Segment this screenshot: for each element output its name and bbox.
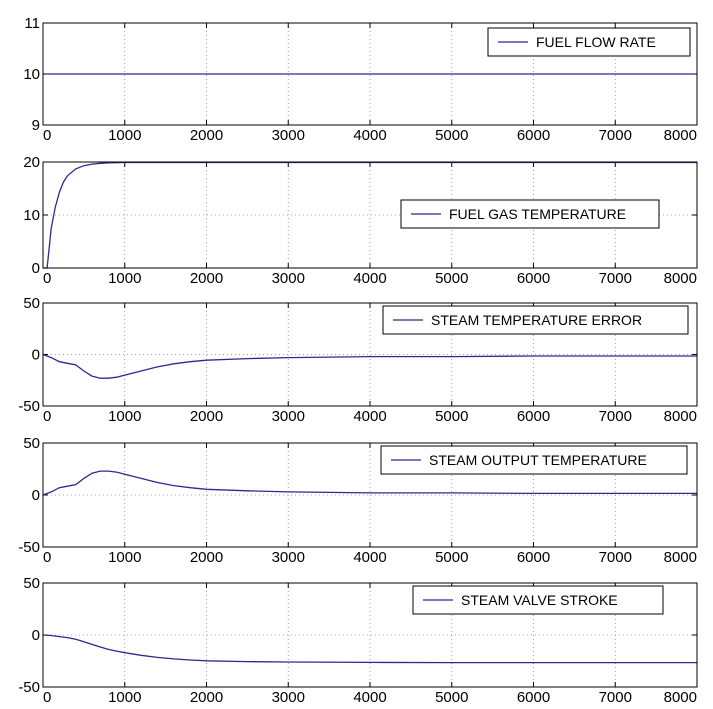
y-tick-label: 10 [23,207,40,224]
axes-frame [42,302,698,407]
x-tick-label: 7000 [599,689,632,706]
x-tick-label: 8000 [664,549,697,566]
chart-panel-2: 0 1000 2000 3000 4000 5000 6000 7000 8000 0 10 20 FU… [23,154,698,287]
x-tick-label: 6000 [517,549,550,566]
axes-frame [42,161,698,269]
legend: STEAM VALVE STROKE [412,585,664,615]
x-tick-label: 5000 [435,270,468,287]
x-tick-label: 7000 [599,408,632,425]
x-tick-label: 7000 [599,549,632,566]
series-line [42,634,697,664]
x-tick-label: 0 [43,689,51,706]
series-line [42,353,697,379]
y-tick-label: 0 [32,347,40,364]
y-tick-label: 9 [32,117,40,134]
y-tick-label: 11 [24,15,40,32]
legend: STEAM TEMPERATURE ERROR [382,305,689,335]
x-tick-label: 3000 [272,408,305,425]
legend: FUEL FLOW RATE [487,27,691,57]
x-tick-label: 2000 [190,127,223,144]
x-tick-label: 1000 [108,408,141,425]
y-tick-label: 10 [23,66,40,83]
x-tick-label: 4000 [353,408,386,425]
x-tick-label: 3000 [272,270,305,287]
y-tick-label: -50 [18,679,40,696]
x-tick-label: 0 [43,127,51,144]
x-tick-label: 2000 [190,270,223,287]
legend-label: FUEL GAS TEMPERATURE [449,206,626,222]
y-tick-label: 0 [32,487,40,504]
chart-panel-5: 0 1000 2000 3000 4000 5000 6000 7000 8000-50050S… [18,575,698,706]
y-tick-label: 50 [23,575,40,592]
x-tick-label: 4000 [353,689,386,706]
x-tick-label: 0 [43,408,51,425]
legend-label: STEAM VALVE STROKE [461,592,618,608]
x-tick-label: 6000 [517,689,550,706]
axes-frame [42,22,698,126]
series-line [42,470,697,496]
y-tick-label: 20 [23,154,40,171]
x-tick-label: 6000 [517,408,550,425]
x-tick-label: 1000 [108,689,141,706]
legend-label: STEAM OUTPUT TEMPERATURE [429,452,647,468]
x-tick-label: 1000 [108,549,141,566]
legend-label: STEAM TEMPERATURE ERROR [431,312,642,328]
x-tick-label: 3000 [272,127,305,144]
y-tick-label: -50 [18,539,40,556]
x-tick-label: 4000 [353,270,386,287]
x-tick-label: 5000 [435,127,468,144]
legend-box [487,27,691,57]
x-tick-label: 2000 [190,549,223,566]
legend-box [400,199,660,229]
y-tick-label: 0 [32,260,40,277]
x-tick-label: 2000 [190,408,223,425]
x-tick-label: 1000 [108,127,141,144]
x-tick-label: 0 [43,549,51,566]
legend-box [380,445,688,475]
x-tick-label: 1000 [108,270,141,287]
x-tick-label: 5000 [435,549,468,566]
axes-frame [42,442,698,548]
y-tick-label: 50 [23,295,40,312]
x-tick-label: 4000 [353,127,386,144]
chart-panel-1: 0 1000 2000 3000 4000 5000 6000 7000 8000 9 10 11 FU… [23,15,698,144]
x-tick-label: 0 [43,270,51,287]
y-tick-label: -50 [18,398,40,415]
legend: FUEL GAS TEMPERATURE [400,199,660,229]
x-tick-label: 7000 [599,270,632,287]
axes-frame [42,582,698,688]
legend-box [382,305,689,335]
x-tick-label: 8000 [664,270,697,287]
x-tick-label: 3000 [272,549,305,566]
legend-box [412,585,664,615]
x-tick-label: 6000 [517,127,550,144]
y-tick-label: 0 [32,627,40,644]
x-tick-label: 8000 [664,408,697,425]
chart-panel-4: 0 1000 2000 3000 4000 5000 6000 7000 8000-50050S… [18,435,698,566]
x-tick-label: 7000 [599,127,632,144]
x-tick-label: 5000 [435,408,468,425]
legend: STEAM OUTPUT TEMPERATURE [380,445,688,475]
x-tick-label: 6000 [517,270,550,287]
x-tick-label: 4000 [353,549,386,566]
x-tick-label: 2000 [190,689,223,706]
chart-panel-3: 0 1000 2000 3000 4000 5000 6000 7000 8000-50050S… [18,295,698,425]
legend-label: FUEL FLOW RATE [536,34,656,50]
y-tick-label: 50 [23,435,40,452]
x-tick-label: 3000 [272,689,305,706]
x-tick-label: 8000 [664,689,697,706]
x-tick-label: 5000 [435,689,468,706]
x-tick-label: 8000 [664,127,697,144]
